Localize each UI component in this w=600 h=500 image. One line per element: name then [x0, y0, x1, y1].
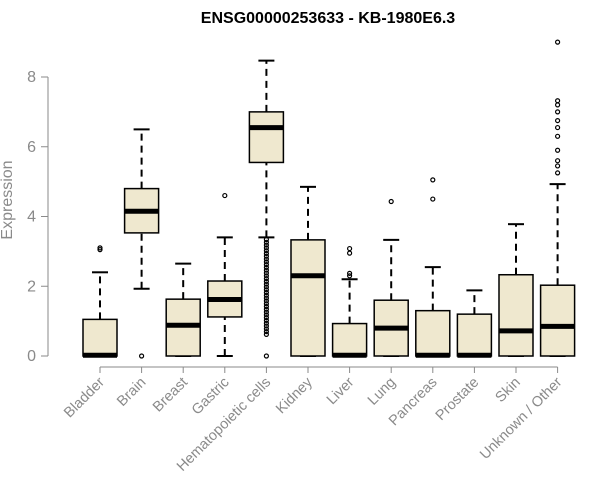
box-group	[82, 245, 118, 358]
box	[456, 313, 493, 357]
y-tick-label: 4	[27, 209, 36, 226]
outlier-point	[263, 306, 269, 312]
y-tick-label: 2	[27, 278, 36, 295]
box-group	[331, 245, 368, 358]
outlier-point	[263, 242, 269, 248]
box	[290, 239, 326, 357]
box-group	[123, 128, 160, 359]
x-tick-label: Skin	[493, 375, 524, 406]
x-tick-label: Brain	[114, 375, 149, 410]
outlier-point	[263, 259, 269, 265]
outlier-point	[263, 323, 269, 329]
outlier-point	[263, 292, 269, 298]
outlier-point	[97, 245, 103, 251]
outlier-point	[554, 98, 561, 104]
box	[539, 284, 576, 357]
outlier-point	[263, 331, 269, 337]
outlier-point	[263, 256, 269, 262]
outlier-point	[263, 270, 269, 276]
outlier-point	[263, 264, 269, 271]
x-tick-label: Liver	[324, 374, 358, 408]
outlier-point	[263, 295, 269, 301]
box	[248, 111, 285, 164]
outlier-point	[347, 270, 353, 276]
y-tick-label: 8	[27, 69, 36, 86]
outlier-point	[263, 284, 269, 290]
box-group	[165, 262, 201, 357]
outlier-point	[263, 248, 269, 254]
y-axis-label: Expression	[0, 160, 16, 239]
outlier-point	[263, 281, 269, 287]
outlier-point	[263, 287, 269, 293]
outlier-point	[554, 147, 561, 153]
box-group	[498, 223, 534, 357]
outlier-point	[263, 267, 269, 273]
outlier-point	[430, 177, 436, 183]
outlier-point	[263, 326, 269, 332]
outlier-point	[263, 320, 269, 326]
outlier-point	[554, 109, 561, 115]
outlier-point	[263, 312, 269, 318]
outlier-point	[263, 315, 269, 321]
outlier-point	[263, 262, 269, 268]
box-group	[207, 192, 243, 357]
outlier-point	[263, 273, 269, 279]
outlier-point	[554, 102, 561, 108]
y-tick-label: 6	[27, 139, 36, 156]
outlier-point	[554, 117, 561, 124]
x-tick-label: Prostate	[433, 375, 482, 424]
outlier-point	[347, 245, 353, 252]
outlier-point	[263, 289, 269, 296]
outlier-point	[263, 298, 269, 304]
x-tick-label: Lung	[365, 375, 399, 409]
box	[331, 322, 368, 357]
outlier-point	[263, 253, 269, 259]
outlier-point	[430, 196, 436, 202]
outlier-point	[222, 192, 228, 199]
box-group	[248, 59, 285, 359]
outlier-point	[263, 236, 269, 243]
x-tick-label: Bladder	[61, 374, 108, 421]
outlier-point	[97, 247, 103, 253]
outlier-point	[554, 133, 561, 139]
x-tick-label: Kidney	[273, 374, 316, 417]
box-group	[373, 198, 409, 357]
outlier-point	[554, 163, 561, 169]
box-group	[290, 185, 326, 357]
outlier-point	[554, 39, 561, 45]
outlier-point	[263, 328, 269, 335]
outlier-point	[263, 250, 269, 257]
box	[415, 309, 451, 357]
outlier-point	[554, 170, 561, 176]
y-tick-label: 0	[27, 348, 36, 365]
outlier-point	[263, 239, 269, 245]
outlier-point	[347, 250, 353, 256]
box-group	[456, 289, 493, 358]
outlier-point	[263, 353, 269, 359]
outlier-point	[388, 198, 394, 205]
outlier-point	[263, 245, 269, 251]
outlier-point	[347, 273, 353, 279]
chart-title: ENSG00000253633 - KB-1980E6.3	[201, 10, 455, 27]
outlier-point	[263, 317, 269, 324]
box-group	[539, 39, 576, 357]
box-group	[415, 177, 451, 358]
outlier-point	[554, 124, 561, 131]
outlier-point	[554, 158, 561, 164]
outlier-point	[263, 301, 269, 307]
x-tick-label: Breast	[150, 375, 191, 416]
y-axis: 0 2 4 6 8	[27, 69, 49, 365]
outlier-point	[139, 353, 145, 359]
box	[82, 318, 118, 357]
outlier-point	[263, 309, 269, 315]
outlier-point	[263, 278, 269, 284]
outlier-point	[263, 275, 269, 282]
box	[498, 273, 534, 357]
outlier-point	[263, 303, 269, 310]
box-series	[82, 39, 576, 359]
